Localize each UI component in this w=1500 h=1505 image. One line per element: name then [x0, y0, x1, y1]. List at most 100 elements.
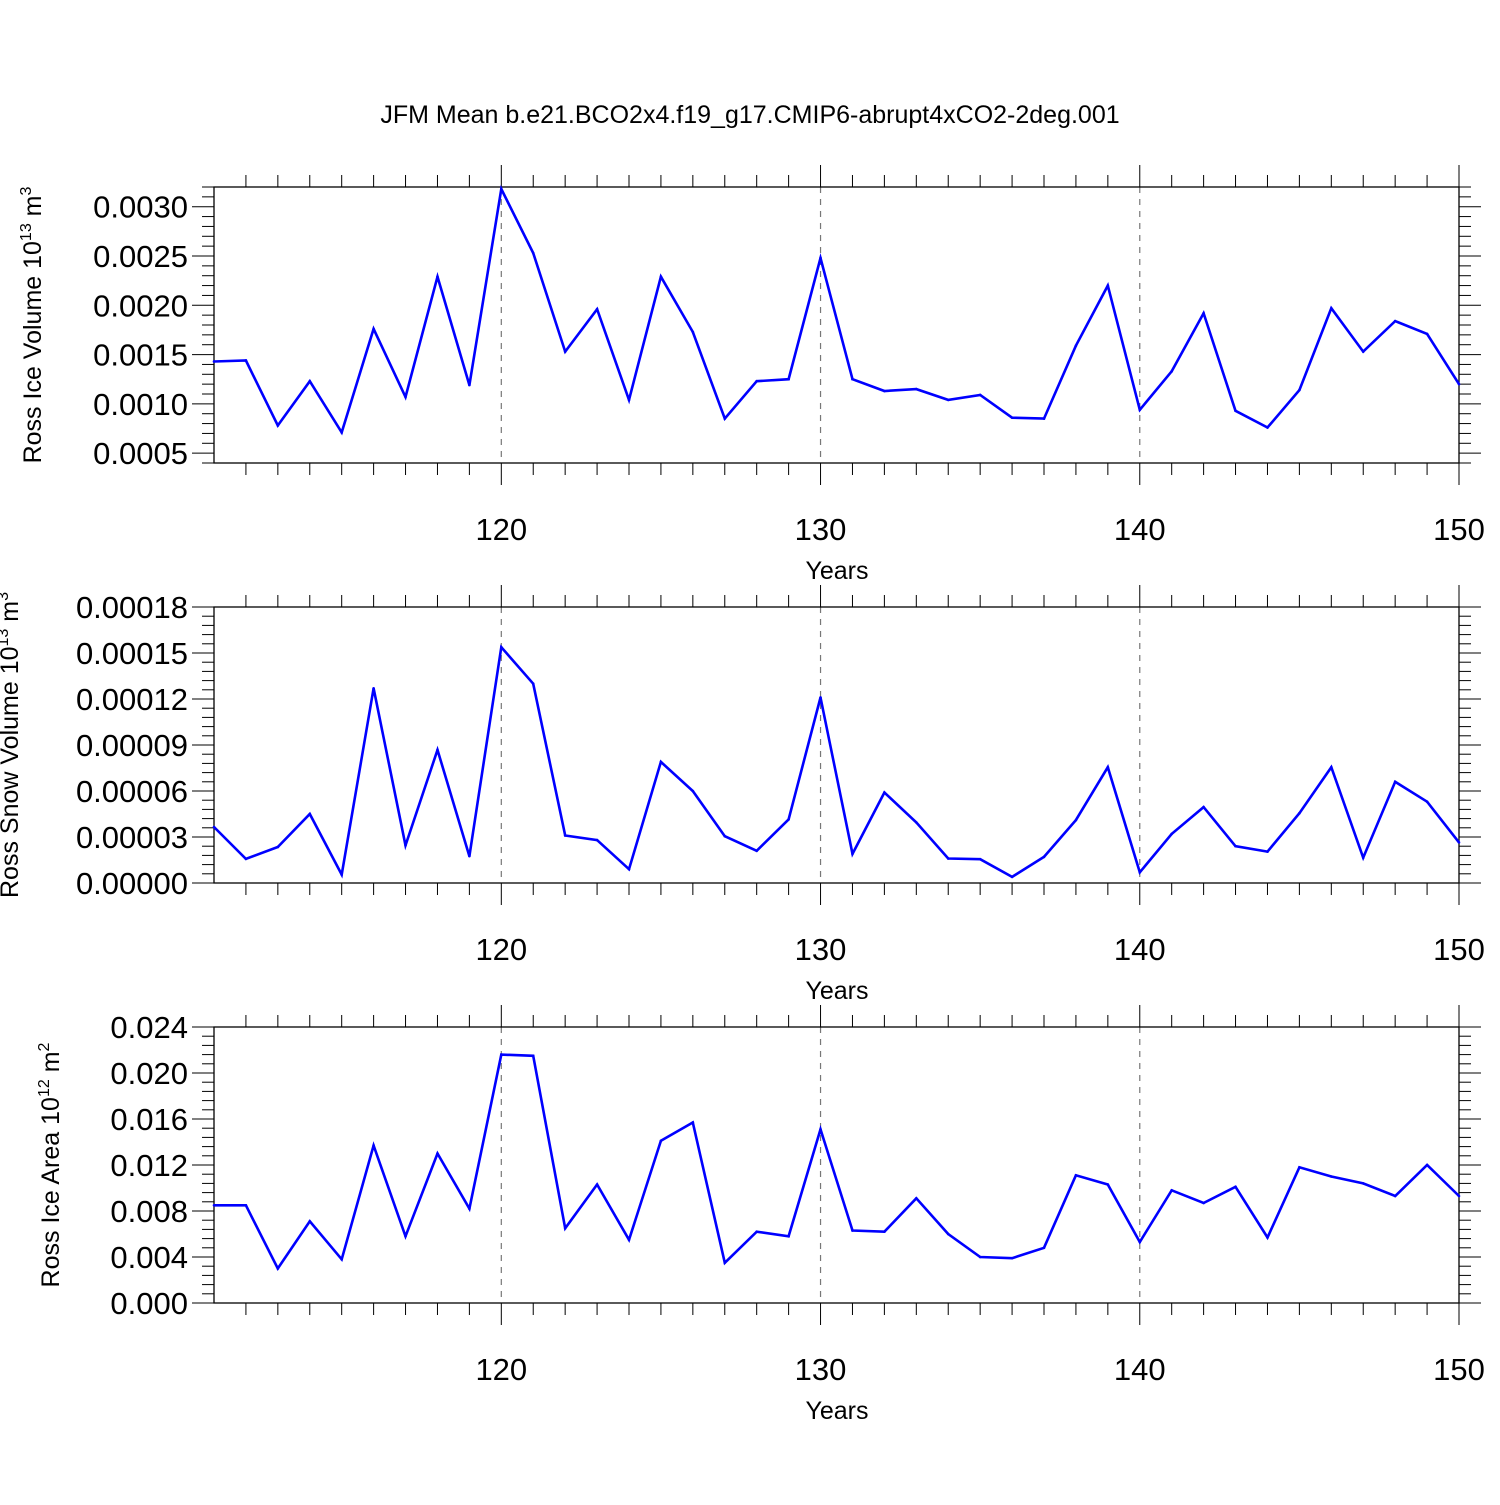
data-point	[787, 377, 790, 381]
data-point	[1042, 417, 1046, 420]
y-tick-label: 0.00009	[76, 728, 188, 763]
data-point	[244, 857, 248, 861]
x-tick-label: 120	[475, 932, 527, 967]
data-point	[691, 330, 695, 334]
data-point	[851, 852, 854, 856]
data-point	[1138, 870, 1142, 874]
data-point	[787, 1235, 790, 1238]
data-point	[1202, 1201, 1205, 1205]
data-point	[978, 1255, 982, 1259]
data-point	[1361, 856, 1365, 859]
x-tick-label: 130	[795, 932, 847, 967]
data-point	[723, 1261, 727, 1265]
y-axis-label: Ross Ice Volume 1013 m3	[18, 186, 47, 463]
y-label-unit: m	[0, 601, 24, 629]
data-point	[1298, 1166, 1301, 1169]
y-label-unit-exponent: 3	[0, 592, 12, 601]
data-point	[372, 327, 375, 331]
data-point	[500, 645, 503, 649]
data-point	[531, 1054, 535, 1058]
data-point	[1298, 388, 1301, 392]
chart-title: JFM Mean b.e21.BCO2x4.f19_g17.CMIP6-abru…	[380, 101, 1119, 129]
data-point	[595, 1183, 599, 1186]
data-point	[627, 398, 631, 402]
data-point	[1234, 844, 1237, 848]
data-point	[787, 818, 790, 821]
data-point	[340, 873, 343, 876]
data-point	[1393, 780, 1397, 784]
x-axis-label: Years	[805, 557, 868, 585]
data-point	[212, 360, 216, 363]
y-label-exponent: 13	[18, 223, 35, 241]
y-tick-label: 0.012	[110, 1148, 188, 1183]
data-point	[978, 857, 982, 861]
x-tick-label: 140	[1114, 932, 1166, 967]
plot-frame	[213, 1026, 1460, 1304]
y-label-main: Ross Snow Volume 10	[0, 646, 24, 898]
data-point	[404, 1235, 407, 1238]
data-point	[723, 417, 727, 420]
data-point	[1234, 409, 1237, 413]
y-tick-label: 0.0010	[93, 387, 188, 422]
y-tick-label: 0.0020	[93, 288, 188, 323]
x-tick-label: 120	[475, 1352, 527, 1387]
y-tick-label: 0.0015	[93, 338, 188, 373]
y-label-unit-exponent: 3	[18, 186, 35, 195]
data-point	[372, 686, 375, 690]
y-tick-label: 0.00003	[76, 820, 188, 855]
data-point	[1010, 416, 1014, 419]
data-point	[1266, 1236, 1269, 1239]
data-point	[500, 1053, 503, 1056]
y-tick-label: 0.000	[110, 1286, 188, 1321]
x-tick-label: 130	[795, 512, 847, 547]
data-point	[1042, 1246, 1046, 1250]
data-point	[1266, 426, 1269, 429]
data-point	[404, 395, 407, 399]
data-point	[1138, 1240, 1142, 1244]
data-point	[468, 854, 471, 858]
data-point	[563, 1226, 567, 1230]
y-tick-label: 0.00000	[76, 866, 188, 901]
data-point	[1393, 1194, 1397, 1198]
data-point	[1170, 832, 1173, 836]
data-point	[308, 1220, 312, 1223]
y-tick-label: 0.004	[110, 1240, 188, 1275]
data-point	[244, 359, 248, 362]
x-axis-label: Years	[805, 1397, 868, 1425]
y-tick-label: 0.0005	[93, 436, 188, 471]
data-point	[659, 760, 663, 764]
y-label-unit: m	[37, 1051, 65, 1079]
panel-3: 120 130 140 150 Years 0.000 0.004 0.008 0.012 0.0…	[36, 1005, 1485, 1425]
data-point	[531, 251, 535, 255]
data-point	[755, 379, 758, 383]
y-label-main: Ross Ice Area 10	[37, 1097, 65, 1287]
x-tick-label: 140	[1114, 512, 1166, 547]
data-point	[691, 789, 695, 793]
data-point	[1106, 765, 1110, 769]
data-point	[1330, 306, 1333, 310]
data-point	[563, 834, 567, 837]
data-point	[883, 389, 886, 393]
plot-frame	[213, 186, 1460, 464]
data-point	[915, 1197, 918, 1200]
panel-1: 120 130 140 150 Years 0.0005 0.0010 0.0015 0.002…	[18, 165, 1485, 585]
y-tick-label: 0.00018	[76, 590, 188, 625]
data-point	[1106, 1183, 1110, 1186]
data-point	[1010, 1256, 1014, 1260]
data-point	[1425, 332, 1429, 336]
data-point	[627, 867, 631, 871]
x-axis-label: Years	[805, 977, 868, 1005]
series-line	[214, 1053, 1460, 1272]
data-point	[755, 849, 758, 853]
y-tick-label: 0.008	[110, 1194, 188, 1229]
data-point	[372, 1144, 375, 1147]
data-point	[946, 398, 950, 402]
data-point	[1330, 1175, 1333, 1178]
x-tick-label: 130	[795, 1352, 847, 1387]
panel-2: 120 130 140 150 Years 0.00000 0.00003 0.00006 0.…	[0, 585, 1485, 1005]
data-point	[978, 393, 982, 397]
y-axis-label: Ross Ice Area 1012 m2	[36, 1042, 65, 1287]
y-tick-label: 0.016	[110, 1102, 188, 1137]
